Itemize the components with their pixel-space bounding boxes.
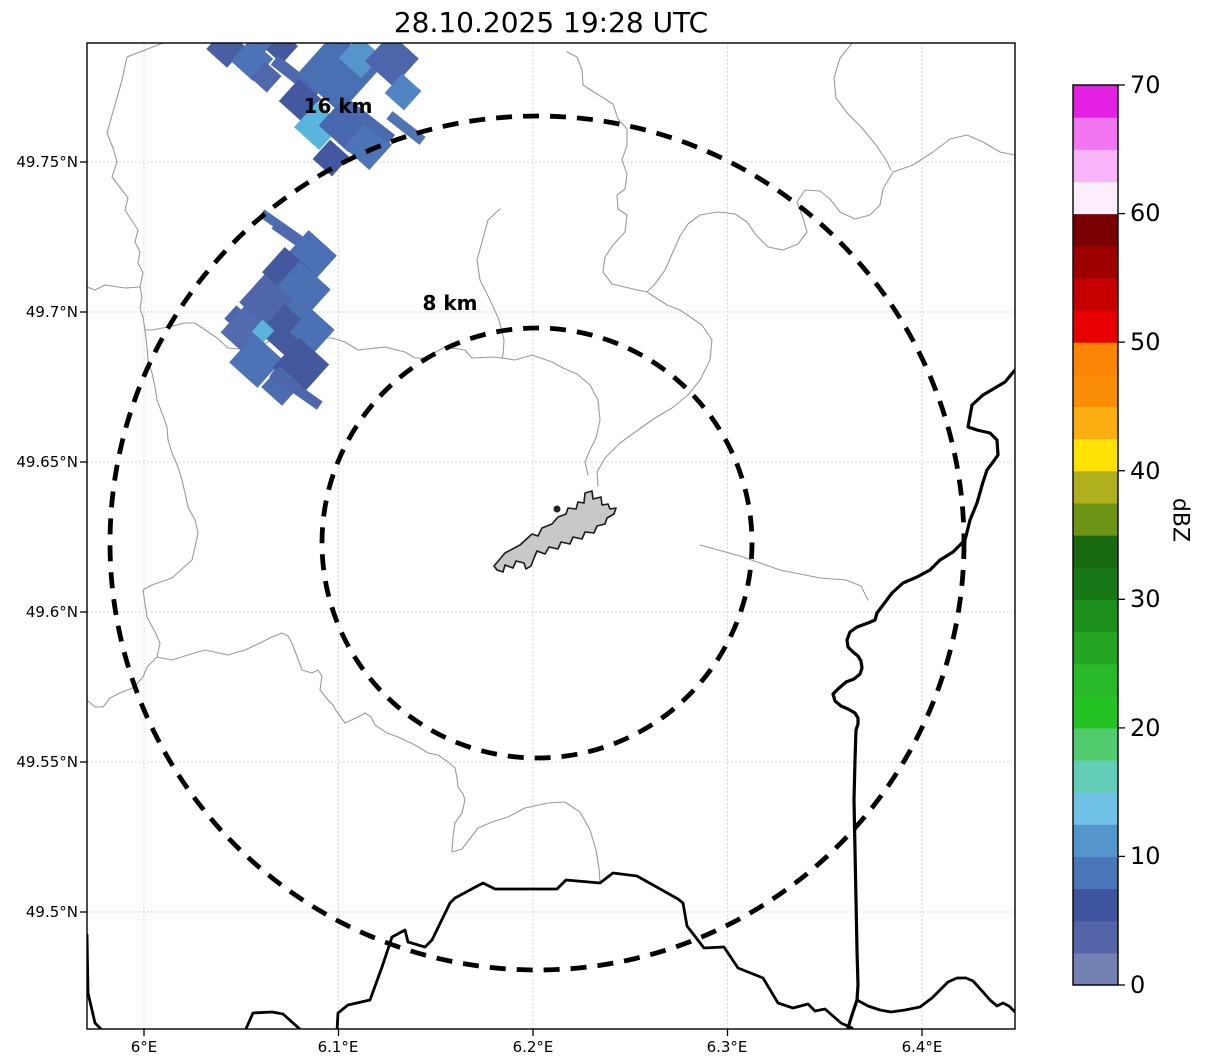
y-tick-label-49-5n: 49.5°N (25, 903, 78, 921)
colorbar-tick-70: 70 (1130, 71, 1161, 99)
y-tick-label-49-7n: 49.7°N (25, 303, 78, 321)
ring-label-16km: 16 km (303, 94, 373, 118)
ring-label-8km: 8 km (422, 291, 478, 315)
colorbar-tick-40: 40 (1130, 457, 1161, 485)
y-tick-label-49-55n: 49.55°N (16, 753, 78, 771)
colorbar-frame (1072, 84, 1119, 986)
x-tick-label-6-4e: 6.4°E (901, 1038, 943, 1056)
colorbar-tick-30: 30 (1130, 585, 1161, 613)
range-ring-8km (319, 325, 755, 761)
x-axis-tick-marks (143, 1029, 923, 1036)
y-axis-tick-marks (80, 161, 87, 913)
plot-title: 28.10.2025 19:28 UTC (393, 6, 709, 39)
river-lines (87, 43, 1015, 883)
plot-frame (86, 42, 1016, 1030)
radar-echo-cluster-northwest (220, 209, 337, 410)
colorbar-tick-50: 50 (1130, 328, 1161, 356)
y-tick-label-49-65n: 49.65°N (16, 453, 78, 471)
city-polygon (493, 490, 617, 573)
radar-echo-cluster-north (206, 43, 426, 177)
x-tick-label-6-3e: 6.3°E (706, 1038, 748, 1056)
range-ring-16km (107, 113, 967, 973)
x-tick-label-6-2e: 6.2°E (512, 1038, 554, 1056)
colorbar-tick-10: 10 (1130, 842, 1161, 870)
colorbar-gradient (1073, 85, 1118, 986)
country-border-lines (87, 368, 1015, 1029)
y-tick-label-49-75n: 49.75°N (16, 153, 78, 171)
radar-site-marker (553, 505, 561, 513)
x-tick-label-6e: 6°E (130, 1038, 158, 1056)
range-rings (107, 113, 967, 973)
y-tick-label-49-6n: 49.6°N (25, 603, 78, 621)
colorbar-tick-marks (1118, 84, 1125, 986)
grid-lines (87, 43, 1015, 1029)
colorbar-tick-60: 60 (1130, 199, 1161, 227)
x-tick-label-6-1e: 6.1°E (317, 1038, 359, 1056)
colorbar-axis-label: dBZ (1167, 497, 1193, 543)
colorbar-tick-20: 20 (1130, 714, 1161, 742)
colorbar-tick-0: 0 (1130, 971, 1146, 999)
